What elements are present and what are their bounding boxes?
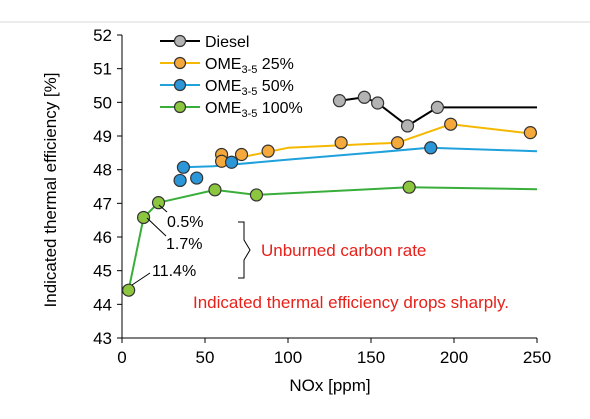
rate-1-7: 1.7% bbox=[166, 236, 202, 253]
y-tick-label: 44 bbox=[93, 295, 112, 314]
legend-marker-2 bbox=[173, 78, 187, 92]
efficiency-drop-label: Indicated thermal efficiency drops sharp… bbox=[193, 293, 509, 312]
y-tick-label: 52 bbox=[93, 26, 112, 45]
y-tick-label: 50 bbox=[93, 93, 112, 112]
series-0-point bbox=[400, 119, 415, 133]
series-3-point bbox=[151, 196, 166, 210]
x-axis-title: NOx [ppm] bbox=[289, 376, 370, 395]
series-3-point bbox=[249, 188, 264, 202]
legend-label-0: Diesel bbox=[205, 34, 249, 51]
y-ticks: 43 44 45 46 47 48 49 50 51 52 bbox=[93, 26, 122, 348]
series-1-point bbox=[444, 117, 458, 131]
y-tick-label: 46 bbox=[93, 228, 112, 247]
x-tick-label: 200 bbox=[440, 348, 468, 367]
series-2-point bbox=[190, 171, 204, 185]
y-tick-label: 48 bbox=[93, 161, 112, 180]
x-tick-label: 100 bbox=[274, 348, 302, 367]
rate-0-5: 0.5% bbox=[167, 214, 203, 231]
unburned-bracket bbox=[238, 221, 251, 279]
series-3-point bbox=[136, 210, 151, 225]
y-tick-label: 45 bbox=[93, 262, 112, 281]
series-1-point bbox=[523, 126, 537, 140]
legend-marker-3 bbox=[173, 100, 187, 114]
x-tick-label: 250 bbox=[523, 348, 551, 367]
y-tick-label: 51 bbox=[93, 60, 112, 79]
series-2-point bbox=[424, 141, 438, 155]
x-tick-label: 50 bbox=[196, 348, 215, 367]
legend-label-1: OME3-5 25% bbox=[205, 56, 294, 76]
series-0-point bbox=[332, 94, 347, 108]
series-2-point bbox=[176, 160, 191, 174]
leader-1-7 bbox=[146, 217, 167, 237]
series-2-point bbox=[224, 155, 239, 169]
series-0-point bbox=[371, 96, 385, 110]
series-line-2 bbox=[183, 146, 538, 169]
x-tick-label: 150 bbox=[357, 348, 385, 367]
series-0-point bbox=[430, 100, 444, 114]
annotation-leaders bbox=[131, 204, 251, 286]
legend-label-2: OME3-5 50% bbox=[205, 78, 294, 98]
leader-11-4 bbox=[131, 272, 151, 286]
series-2-point bbox=[173, 173, 187, 188]
legend-marker-0 bbox=[173, 34, 187, 48]
series-3-point bbox=[122, 283, 136, 297]
legend-marker-1 bbox=[173, 56, 187, 70]
leader-0-5 bbox=[158, 204, 168, 213]
series-1-point bbox=[261, 144, 275, 158]
y-axis-title: Indicated thermal efficiency [%] bbox=[41, 73, 60, 308]
y-tick-label: 43 bbox=[93, 329, 112, 348]
series-markers bbox=[122, 90, 537, 297]
rate-11-4: 11.4% bbox=[152, 263, 196, 280]
series-3-point bbox=[402, 180, 416, 194]
legend-label-3: OME3-5 100% bbox=[205, 100, 303, 120]
y-tick-label: 49 bbox=[93, 127, 112, 146]
series-0-point bbox=[357, 90, 371, 104]
legend: Diesel OME3-5 25%OME3-5 50%OME3-5 100% bbox=[157, 33, 305, 120]
x-tick-label: 0 bbox=[117, 348, 126, 367]
y-tick-label: 47 bbox=[93, 194, 112, 213]
series-lines bbox=[127, 96, 538, 291]
series-1-point bbox=[390, 136, 405, 150]
series-3-point bbox=[208, 183, 222, 197]
series-1-point bbox=[234, 147, 249, 162]
series-1-point bbox=[334, 136, 348, 150]
x-ticks: 0 50 100 150 200 250 bbox=[117, 338, 551, 367]
unburned-carbon-label: Unburned carbon rate bbox=[261, 241, 426, 260]
